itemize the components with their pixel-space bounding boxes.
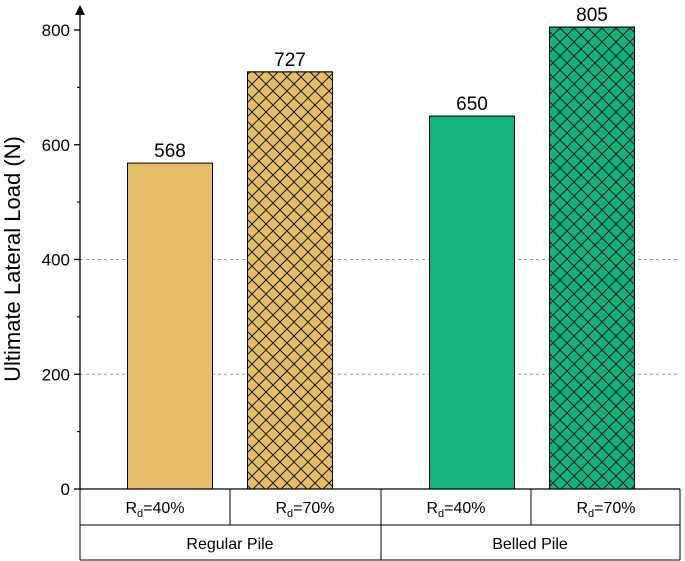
bar-1-1 [127, 162, 213, 490]
bar-2-1 [429, 115, 515, 490]
category-label-1-1: Rd=40% [125, 500, 184, 520]
y-axis-arrow [75, 5, 85, 15]
bar-hatch-1-2 [247, 71, 333, 490]
data-label-2-2: 805 [576, 5, 608, 26]
bars: 568 727 650 805 [127, 5, 635, 490]
data-label-1-1: 568 [154, 141, 186, 162]
y-tick-label-400: 400 [42, 251, 70, 270]
y-tick-label-0: 0 [61, 480, 70, 499]
group-label-1: Regular Pile [186, 536, 273, 553]
data-label-1-2: 727 [274, 50, 306, 71]
group-label-2: Belled Pile [492, 536, 568, 553]
category-label-1-2: Rd=70% [275, 500, 334, 520]
y-axis-title: Ultimate Lateral Load (N) [0, 136, 25, 382]
y-tick-label-200: 200 [42, 365, 70, 384]
y-tick-label-600: 600 [42, 136, 70, 155]
axes: 0 200 400 600 800 [42, 5, 85, 499]
data-label-2-1: 650 [456, 94, 488, 115]
category-label-2-1: Rd=40% [426, 500, 485, 520]
category-label-2-2: Rd=70% [576, 500, 635, 520]
bar-hatch-2-2 [549, 26, 635, 490]
y-tick-label-800: 800 [42, 21, 70, 40]
